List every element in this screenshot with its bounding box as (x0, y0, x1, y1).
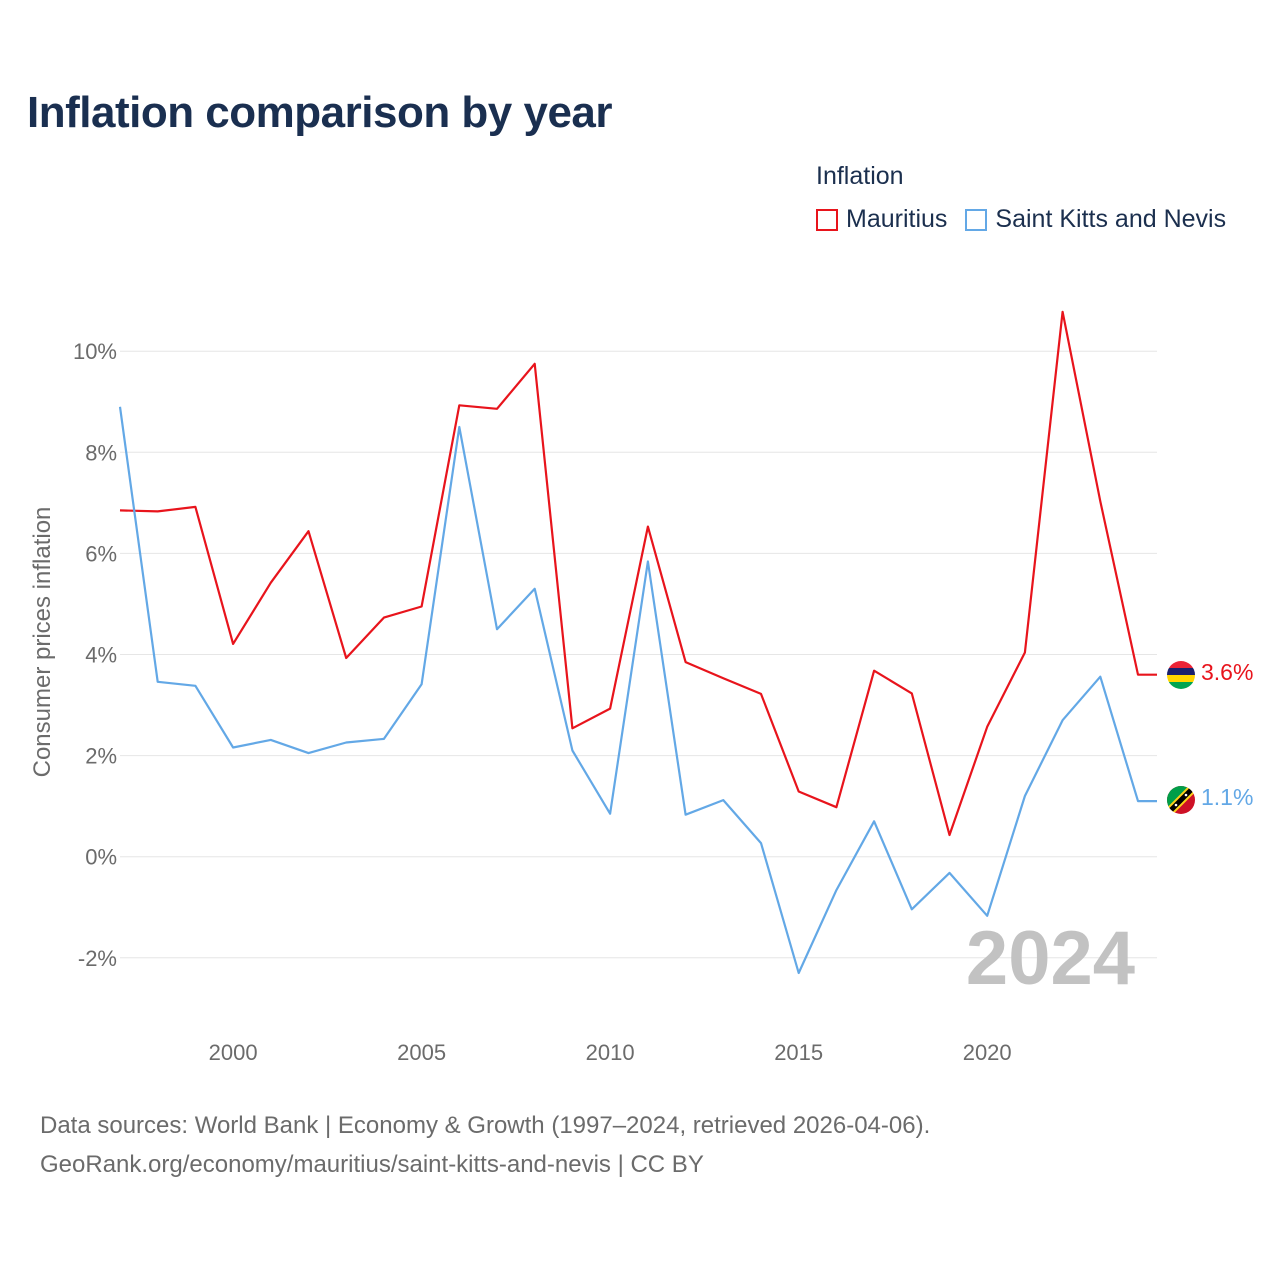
y-tick-label: 2% (85, 744, 117, 769)
x-tick-label: 2015 (774, 1040, 823, 1065)
end-label-saint-kitts-and-nevis: 1.1% (1201, 784, 1253, 810)
legend-swatch-mauritius (816, 208, 838, 231)
source-line-1: Data sources: World Bank | Economy & Gro… (40, 1112, 931, 1139)
series-line-mauritius[interactable] (119, 310, 1157, 837)
legend: Inflation Mauritius Saint Kitts and Nevi… (816, 162, 1226, 234)
x-tick-label: 2000 (209, 1040, 258, 1065)
y-tick-label: 6% (85, 541, 117, 566)
x-tick-label: 2005 (397, 1040, 446, 1065)
x-tick-label: 2010 (586, 1040, 635, 1065)
y-tick-label: 0% (85, 845, 117, 870)
chart-title: Inflation comparison by year (27, 88, 613, 137)
legend-swatch-saint-kitts-and-nevis (965, 208, 988, 231)
mauritius-flag-icon (1167, 661, 1195, 689)
y-tick-label: 8% (85, 440, 117, 465)
saint-kitts-and-nevis-flag-icon (1167, 786, 1195, 814)
y-axis-ticks: -2% 0% 2% 4% 6% 8% 10% (73, 339, 117, 971)
x-axis-ticks: 2000 2005 2010 2015 2020 (209, 1040, 1012, 1065)
legend-label-saint-kitts-and-nevis: Saint Kitts and Nevis (995, 205, 1227, 233)
y-tick-label: 10% (73, 339, 117, 364)
series-line-saint-kitts-and-nevis[interactable] (118, 406, 1157, 975)
year-watermark: 2024 (966, 916, 1135, 1001)
gridlines (120, 350, 1157, 959)
y-tick-label: 4% (85, 643, 117, 668)
legend-item-mauritius[interactable]: Mauritius (816, 205, 947, 234)
source-line-2[interactable]: GeoRank.org/economy/mauritius/saint-kitt… (40, 1151, 704, 1178)
end-label-mauritius: 3.6% (1201, 659, 1253, 685)
y-axis-label: Consumer prices inflation (29, 507, 56, 778)
x-tick-label: 2020 (963, 1040, 1012, 1065)
legend-title: Inflation (816, 162, 904, 190)
series-lines (118, 310, 1157, 975)
source-note: Data sources: World Bank | Economy & Gro… (40, 1106, 930, 1184)
legend-item-saint-kitts-and-nevis[interactable]: Saint Kitts and Nevis (965, 205, 1226, 234)
y-tick-label: -2% (78, 946, 117, 971)
legend-label-mauritius: Mauritius (846, 205, 948, 233)
